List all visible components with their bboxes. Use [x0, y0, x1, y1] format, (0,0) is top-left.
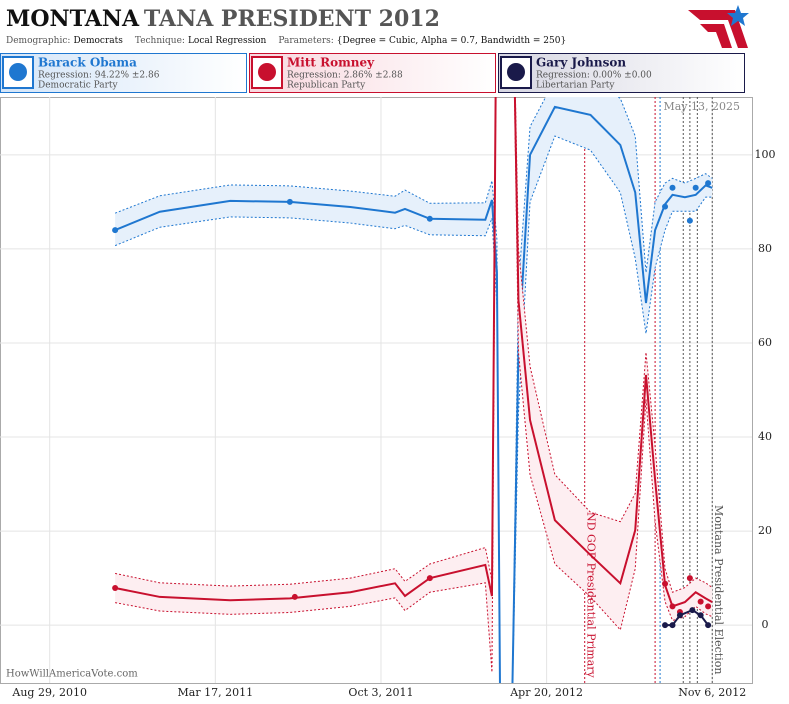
- poll-point: [669, 184, 676, 191]
- series-line: [114, 97, 713, 608]
- legend-box: [498, 53, 745, 93]
- poll-point: [689, 607, 696, 614]
- legend-name: Mitt Romney: [287, 56, 375, 70]
- x-tick-label: Apr 20, 2012: [509, 686, 583, 699]
- confidence-band: [115, 97, 713, 683]
- param-value: {Degree = Cubic, Alpha = 0.7, Bandwidth …: [337, 36, 566, 46]
- poll-point: [669, 622, 676, 629]
- poll-point: [662, 580, 669, 587]
- event-label: Montana Presidential Election: [712, 505, 725, 674]
- param-label: Parameters:: [278, 36, 333, 46]
- plot: [112, 97, 713, 683]
- y-tick-label: 100: [755, 148, 776, 161]
- legend-party: Libertarian Party: [536, 81, 615, 91]
- legend-icon-glyph: [258, 63, 276, 81]
- poll-point: [697, 598, 704, 605]
- poll-point: [697, 612, 704, 619]
- legend-party: Democratic Party: [38, 81, 119, 91]
- param-label: Demographic:: [6, 36, 70, 46]
- title-main: MONTANA: [6, 6, 140, 32]
- grid: [0, 97, 752, 683]
- poll-point: [112, 584, 119, 591]
- logo: [688, 5, 749, 48]
- poll-point: [286, 198, 293, 205]
- param-value: Democrats: [73, 36, 123, 46]
- x-tick-label: Oct 3, 2011: [348, 686, 413, 699]
- band-edge: [114, 135, 713, 683]
- band-edge: [115, 97, 713, 673]
- y-tick-label: 40: [758, 430, 772, 443]
- poll-point: [662, 622, 669, 629]
- x-tick-label: Mar 17, 2011: [178, 686, 254, 699]
- poll-point: [112, 227, 119, 234]
- poll-point: [291, 593, 298, 600]
- event-label: ND GOP Presidential Primary: [585, 512, 598, 679]
- legend-party: Republican Party: [287, 81, 366, 91]
- parameters: Demographic: Democrats Technique: Local Reg…: [6, 36, 566, 46]
- legend-box: [249, 53, 496, 93]
- param-label: Technique:: [135, 36, 185, 46]
- param-value: Local Regression: [188, 36, 267, 46]
- legend-name: Gary Johnson: [536, 56, 626, 70]
- poll-point: [426, 575, 433, 582]
- title: MONTANA TANA PRESIDENT 2012: [6, 6, 440, 32]
- x-tick-label: Nov 6, 2012: [678, 686, 746, 699]
- x-tick-label: Aug 29, 2010: [11, 686, 87, 699]
- poll-point: [705, 622, 712, 629]
- poll-point: [676, 612, 683, 619]
- poll-point: [692, 184, 699, 191]
- poll-point: [705, 180, 712, 187]
- poll-point: [686, 575, 693, 582]
- parameters-text: Demographic: Democrats Technique: Local Reg…: [6, 36, 566, 46]
- legend-regression: Regression: 0.00% ±0.00: [536, 71, 652, 81]
- poll-point: [662, 203, 669, 210]
- legend-name: Barack Obama: [38, 56, 137, 70]
- y-tick-label: 0: [762, 618, 769, 631]
- poll-point: [686, 217, 693, 224]
- y-tick-label: 60: [758, 336, 772, 349]
- legend-regression: Regression: 94.22% ±2.86: [38, 71, 160, 81]
- title-rest: TANA PRESIDENT 2012: [144, 6, 440, 32]
- poll-point: [705, 603, 712, 610]
- watermark: HowWillAmericaVote.com: [6, 669, 138, 680]
- poll-point: [426, 215, 433, 222]
- date-stamp: May 13, 2025: [663, 100, 740, 113]
- legend-icon-glyph: [9, 63, 27, 81]
- y-tick-label: 80: [758, 242, 772, 255]
- poll-point: [669, 603, 676, 610]
- legend-regression: Regression: 2.86% ±2.88: [287, 71, 403, 81]
- legend-icon-glyph: [507, 63, 525, 81]
- legend-box: [0, 53, 247, 93]
- y-tick-label: 20: [758, 524, 772, 537]
